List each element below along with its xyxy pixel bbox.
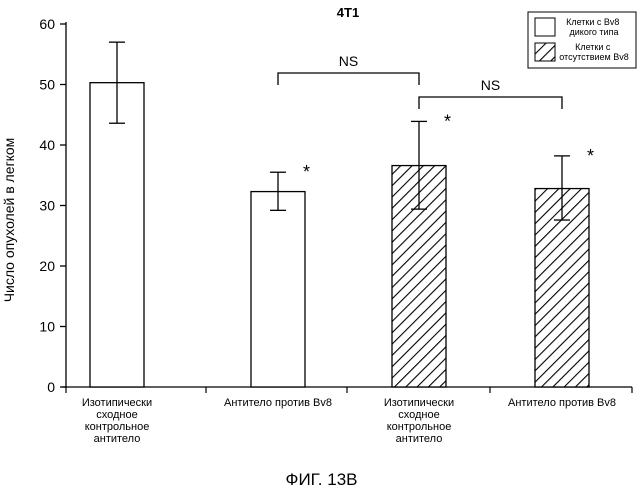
bracket-label: NS	[481, 77, 500, 93]
significance-star: *	[303, 162, 310, 182]
chart-title: 4T1	[337, 5, 359, 20]
x-category-label: Антитело против Bv8	[492, 397, 632, 409]
figure-caption: ФИГ. 13B	[0, 470, 643, 490]
y-tick-label: 60	[39, 16, 55, 32]
legend-label-wild-type: Клетки с Bv8 дикого типа	[566, 17, 622, 37]
y-tick-label: 10	[39, 319, 55, 335]
bar	[251, 192, 305, 387]
legend-swatch-knockout	[535, 43, 555, 61]
y-axis-label: Число опухолей в легком	[1, 138, 17, 303]
x-category-label: Изотипически сходное контрольное антител…	[349, 397, 489, 445]
significance-star: *	[444, 111, 451, 131]
significance-bracket	[419, 97, 562, 109]
y-tick-label: 50	[39, 77, 55, 93]
x-category-label: Антитело против Bv8	[208, 397, 348, 409]
significance-bracket	[278, 73, 419, 85]
bar	[90, 83, 144, 387]
y-tick-label: 0	[47, 379, 55, 395]
significance-star: *	[587, 146, 594, 166]
x-category-label: Изотипически сходное контрольное антител…	[47, 397, 187, 445]
bracket-label: NS	[339, 53, 358, 69]
legend-swatch-wild-type	[535, 18, 555, 36]
y-tick-label: 30	[39, 198, 55, 214]
legend: Клетки с Bv8 дикого типа Клетки с отсутс…	[528, 12, 636, 68]
y-tick-label: 40	[39, 137, 55, 153]
y-tick-label: 20	[39, 258, 55, 274]
